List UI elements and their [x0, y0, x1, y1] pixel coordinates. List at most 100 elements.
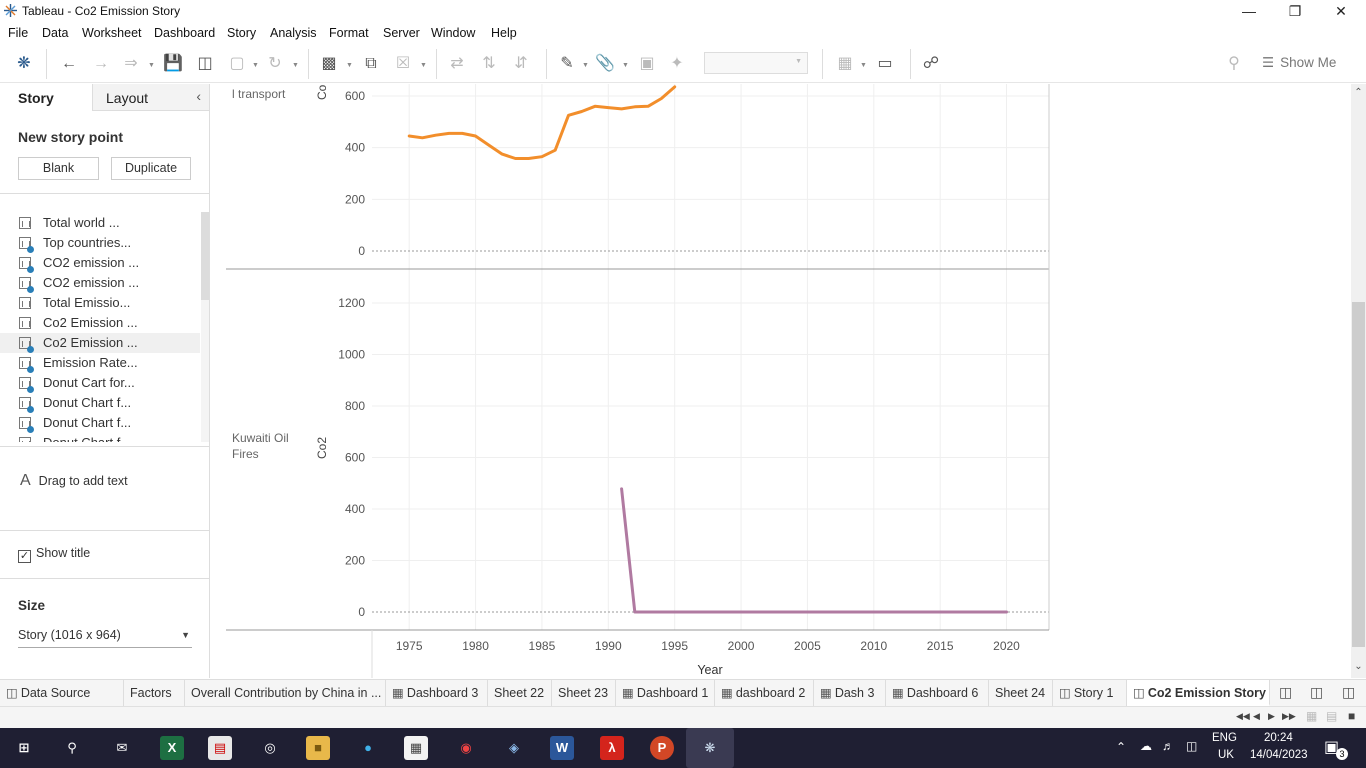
series-line[interactable]: [407, 85, 677, 160]
share-icon[interactable]: ☍: [922, 55, 940, 72]
fix-axes-icon[interactable]: ✦: [670, 55, 684, 72]
redo-icon[interactable]: →: [93, 55, 109, 72]
show-cards-icon[interactable]: ▦: [837, 55, 853, 72]
region-indicator[interactable]: UK: [1218, 749, 1234, 761]
menu-window[interactable]: Window: [431, 26, 476, 40]
sheet-tab[interactable]: Sheet 22: [488, 680, 552, 706]
new-story-tab-icon[interactable]: ◫: [1342, 684, 1356, 700]
menu-format[interactable]: Format: [329, 26, 369, 40]
sheet-list-item[interactable]: Total Emissio...: [0, 293, 200, 313]
sheet-tab[interactable]: Factors: [124, 680, 185, 706]
filmstrip-icon[interactable]: ▤: [1326, 709, 1338, 723]
menu-worksheet[interactable]: Worksheet: [82, 26, 142, 40]
notifications-icon[interactable]: ▣: [1324, 739, 1340, 756]
network-icon[interactable]: ◫: [1186, 739, 1198, 753]
sheet-tab[interactable]: ◫ Story 1: [1053, 680, 1127, 706]
windows-start-icon[interactable]: ⊞: [18, 740, 30, 755]
clock-time[interactable]: 20:24: [1264, 732, 1293, 744]
sheet-tab[interactable]: Sheet 23: [552, 680, 616, 706]
calendar-app-icon[interactable]: ▤: [208, 736, 232, 760]
forward-icon[interactable]: ⇒: [124, 55, 138, 72]
sheet-list-item[interactable]: Emission Rate...: [0, 353, 200, 373]
menu-data[interactable]: Data: [42, 26, 69, 40]
last-sheet-icon[interactable]: ▶▶: [1282, 711, 1296, 721]
presentation-mode-icon[interactable]: ▭: [877, 55, 893, 72]
show-me-button[interactable]: ☰ Show Me: [1262, 55, 1337, 70]
menu-server[interactable]: Server: [383, 26, 420, 40]
size-dropdown[interactable]: Story (1016 x 964) ▼: [18, 628, 192, 648]
fit-selector[interactable]: ▼: [704, 52, 808, 74]
sheet-tab[interactable]: ◫ Data Source: [0, 680, 124, 706]
sheet-list-item[interactable]: Top countries...: [0, 233, 200, 253]
menu-file[interactable]: File: [8, 26, 29, 40]
duplicate-button[interactable]: Duplicate: [111, 157, 191, 180]
onedrive-icon[interactable]: ☁: [1140, 739, 1152, 753]
store-icon[interactable]: ▦: [404, 736, 428, 760]
refresh-icon[interactable]: ↻: [268, 55, 282, 72]
volume-icon[interactable]: ♬: [1162, 739, 1174, 753]
tab-story[interactable]: Story: [0, 84, 92, 111]
series-line[interactable]: [620, 487, 1008, 614]
sort-ascending-icon[interactable]: ⇅: [482, 55, 496, 72]
tableau-taskbar-icon[interactable]: ❋: [686, 728, 734, 768]
sheet-tab[interactable]: ▦ Dashboard 6: [886, 680, 989, 706]
close-button[interactable]: ✕: [1335, 3, 1347, 19]
save-icon[interactable]: 💾: [163, 55, 183, 72]
chart-area[interactable]: 0 200 400 600 Internationa l transport Co2 0 200…: [211, 84, 1351, 678]
app-icon[interactable]: ◈: [509, 740, 519, 755]
sheet-list-item[interactable]: Co2 Emission ...: [0, 333, 200, 353]
new-worksheet-tab-icon[interactable]: ◫: [1279, 684, 1293, 700]
collapse-chevron-icon[interactable]: ‹: [196, 88, 201, 104]
menu-dashboard[interactable]: Dashboard: [154, 26, 216, 40]
drag-to-add-text[interactable]: A Drag to add text: [20, 472, 128, 489]
format-painter-icon[interactable]: ⚲: [1228, 55, 1240, 72]
tabs-view-icon[interactable]: ■: [1348, 709, 1356, 723]
tab-layout[interactable]: Layout ‹: [92, 84, 209, 111]
restore-button[interactable]: ❐: [1288, 3, 1302, 19]
sheet-list-item[interactable]: Donut Chart f...: [0, 433, 200, 442]
powerpoint-icon[interactable]: P: [650, 736, 674, 760]
sheet-list-scrollbar[interactable]: [201, 212, 209, 442]
next-sheet-icon[interactable]: ▶: [1268, 711, 1275, 721]
undo-icon[interactable]: ←: [61, 55, 77, 72]
edge-browser-icon[interactable]: ●: [364, 740, 372, 755]
sheet-list-item[interactable]: Donut Cart for...: [0, 373, 200, 393]
sheet-tab[interactable]: ▦ dashboard 2: [715, 680, 814, 706]
tableau-home-icon[interactable]: ❋: [17, 55, 31, 72]
sheet-tab[interactable]: ◫ Co2 Emission Story: [1127, 680, 1270, 706]
menu-analysis[interactable]: Analysis: [270, 26, 317, 40]
sheet-list-item[interactable]: Total world ...: [0, 213, 200, 233]
sheet-tab[interactable]: ▦ Dashboard 3: [386, 680, 488, 706]
sheet-tab[interactable]: ▦ Dashboard 1: [616, 680, 715, 706]
new-worksheet-icon[interactable]: ▩: [321, 55, 337, 72]
pause-updates-icon[interactable]: ▢: [229, 55, 245, 72]
sheet-tab[interactable]: Sheet 24: [989, 680, 1053, 706]
sort-descending-icon[interactable]: ⇵: [514, 55, 528, 72]
sheet-list-item[interactable]: CO2 emission ...: [0, 253, 200, 273]
new-dashboard-tab-icon[interactable]: ◫: [1310, 684, 1324, 700]
clear-sheet-icon[interactable]: ☒: [395, 55, 411, 72]
settings-app-icon[interactable]: ◎: [264, 740, 276, 755]
minimize-button[interactable]: —: [1242, 3, 1256, 19]
sheet-tab[interactable]: ▦ Dash 3: [814, 680, 886, 706]
word-icon[interactable]: W: [550, 736, 574, 760]
mail-icon[interactable]: ✉: [116, 740, 128, 755]
group-members-icon[interactable]: 📎: [595, 55, 615, 72]
sheet-list-item[interactable]: Donut Chart f...: [0, 413, 200, 433]
blank-button[interactable]: Blank: [18, 157, 99, 180]
swap-icon[interactable]: ⇄: [450, 55, 464, 72]
clock-date[interactable]: 14/04/2023: [1250, 749, 1308, 761]
new-data-source-icon[interactable]: ◫: [197, 55, 213, 72]
duplicate-sheet-icon[interactable]: ⧉: [365, 55, 377, 72]
sheet-list-item[interactable]: Donut Chart f...: [0, 393, 200, 413]
sheet-tab[interactable]: Overall Contribution by China in ...: [185, 680, 386, 706]
show-mark-labels-icon[interactable]: ▣: [639, 55, 655, 72]
acrobat-icon[interactable]: λ: [600, 736, 624, 760]
prev-sheet-icon[interactable]: ◀: [1253, 711, 1260, 721]
sheet-list-item[interactable]: CO2 emission ...: [0, 273, 200, 293]
highlight-icon[interactable]: ✎: [560, 55, 574, 72]
menu-help[interactable]: Help: [491, 26, 517, 40]
menu-story[interactable]: Story: [227, 26, 257, 40]
canvas-scrollbar[interactable]: ⌃ ⌄: [1351, 84, 1366, 678]
chrome-icon[interactable]: ◉: [460, 740, 472, 755]
